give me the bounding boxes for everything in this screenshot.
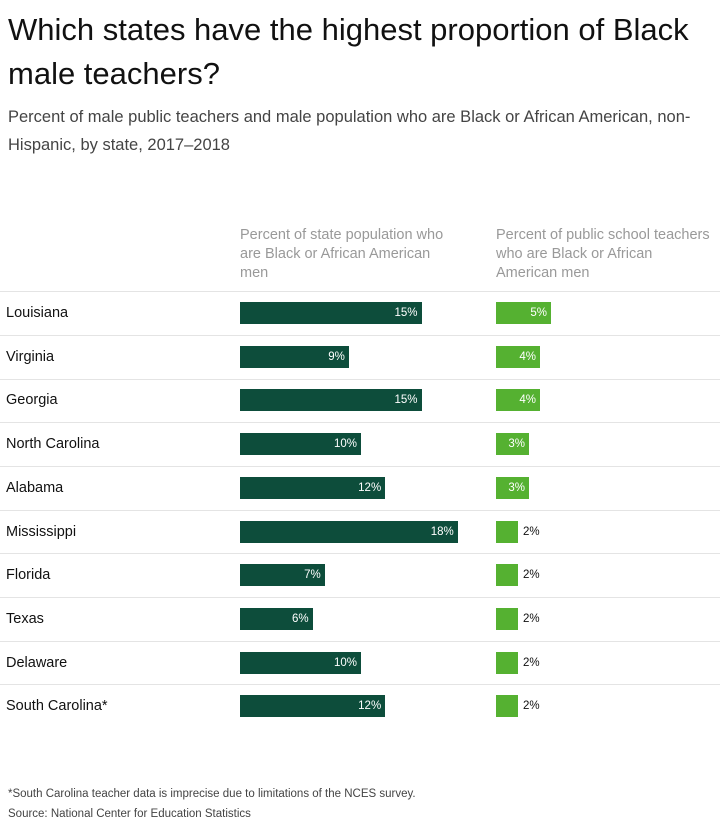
separator [0, 553, 720, 555]
value-label: 10% [333, 438, 357, 451]
bar [496, 695, 518, 718]
value-label: 15% [394, 394, 418, 407]
bar [240, 520, 458, 543]
separator [0, 422, 720, 424]
footnote: *South Carolina teacher data is imprecis… [8, 788, 416, 800]
value-label: 10% [333, 656, 357, 669]
column-header: Percent of public school teachers who ar… [496, 227, 710, 281]
value-label: 2% [523, 525, 540, 538]
category-label: Alabama [6, 479, 64, 496]
separator [0, 378, 720, 380]
bar [240, 345, 349, 368]
value-label: 12% [358, 700, 382, 713]
category-label: South Carolina* [6, 698, 108, 715]
category-label: Louisiana [6, 305, 69, 321]
bar [496, 389, 540, 412]
bar [496, 345, 540, 368]
value-label: 7% [304, 569, 321, 582]
chart-subtitle: Percent of male public teachers and male… [8, 108, 691, 154]
value-label: 2% [523, 700, 540, 713]
category-label: Delaware [6, 654, 68, 671]
bar [496, 651, 518, 674]
value-label: 4% [519, 394, 536, 407]
bar [240, 476, 386, 499]
separator [0, 640, 720, 642]
bar [496, 607, 518, 630]
bar [240, 433, 361, 456]
bar [240, 389, 422, 412]
separator [0, 334, 720, 336]
category-label: Georgia [6, 392, 58, 409]
bar [240, 651, 361, 674]
bar [240, 607, 313, 630]
bar [496, 476, 529, 499]
value-label: 2% [523, 656, 540, 669]
bar [240, 302, 422, 324]
bar [496, 564, 518, 587]
separator [0, 509, 720, 511]
separator [0, 684, 720, 686]
value-label: 15% [394, 307, 418, 319]
category-label: North Carolina [6, 436, 100, 453]
bar [496, 433, 529, 456]
source: Source: National Center for Education St… [8, 808, 251, 820]
bar [240, 695, 386, 718]
value-label: 2% [523, 569, 540, 582]
separator [0, 291, 720, 292]
value-label: 6% [291, 612, 309, 625]
separator [0, 465, 720, 467]
category-label: Florida [6, 567, 51, 584]
bar [496, 302, 551, 324]
value-label: 18% [430, 525, 454, 538]
category-label: Mississippi [6, 523, 77, 540]
bar [496, 520, 518, 543]
value-label: 3% [508, 438, 525, 451]
column-header: Percent of state population who are Blac… [240, 227, 444, 281]
category-label: Texas [6, 610, 44, 627]
value-label: 12% [358, 481, 382, 494]
value-label: 5% [530, 307, 547, 319]
bar [240, 564, 325, 587]
value-label: 4% [519, 350, 536, 363]
category-label: Virginia [6, 348, 55, 365]
chart-title: Which states have the highest proportion… [8, 12, 689, 91]
separator [0, 597, 720, 599]
value-label: 9% [328, 350, 345, 363]
value-label: 2% [523, 612, 540, 625]
value-label: 3% [508, 481, 525, 494]
